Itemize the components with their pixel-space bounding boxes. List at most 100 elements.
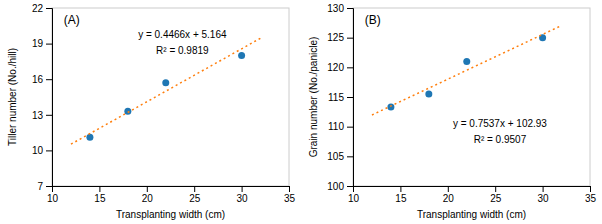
tick-mark xyxy=(347,8,353,9)
axis-line xyxy=(53,187,290,193)
tick: 130 xyxy=(327,3,353,14)
tick: 100 xyxy=(327,181,353,192)
tick-mark xyxy=(46,150,52,151)
tick: 20 xyxy=(443,186,455,204)
tick: 20 xyxy=(142,186,154,204)
tick-mark xyxy=(46,115,52,116)
point xyxy=(162,79,169,86)
equation: R² = 0.9819 xyxy=(156,45,209,56)
point xyxy=(425,91,432,98)
figure: 10 15 20 25 30 35 7 10 13 16 19 22 Transplanting wid… xyxy=(0,0,602,224)
tick-mark xyxy=(590,186,591,192)
tick-label: 7 xyxy=(37,181,43,192)
tick: 115 xyxy=(328,92,353,103)
tick: 25 xyxy=(490,186,502,204)
tick-mark xyxy=(99,186,100,192)
tick: 30 xyxy=(237,186,249,204)
tick: 30 xyxy=(538,186,550,204)
tick-label: 20 xyxy=(142,193,154,204)
tick: 110 xyxy=(328,121,353,132)
y-axis: 7 10 13 16 19 22 xyxy=(32,3,53,192)
panel-label: (B) xyxy=(365,13,381,27)
tick-mark xyxy=(194,186,195,192)
tick-label: 130 xyxy=(327,3,344,14)
equation: R² = 0.9507 xyxy=(474,134,527,145)
tick-mark xyxy=(347,127,353,128)
tick-label: 10 xyxy=(47,193,59,204)
equation: y = 0.7537x + 102.93 xyxy=(453,118,547,129)
tick-label: 25 xyxy=(490,193,502,204)
tick: 15 xyxy=(94,186,106,204)
point xyxy=(463,58,470,65)
tick-label: 120 xyxy=(327,62,344,73)
tick-label: 13 xyxy=(32,110,44,121)
y-axis-title: Grain number (No./panicle) xyxy=(308,37,319,158)
tick-mark xyxy=(242,186,243,192)
tick: 120 xyxy=(327,62,353,73)
tick-label: 115 xyxy=(328,92,344,103)
x-axis: 10 15 20 25 30 35 xyxy=(348,186,597,204)
tick-label: 105 xyxy=(327,151,344,162)
tick-label: 100 xyxy=(327,181,344,192)
x-axis-title: Transplanting width (cm) xyxy=(116,209,225,220)
point xyxy=(387,104,394,111)
point xyxy=(238,52,245,59)
tick: 16 xyxy=(32,74,52,85)
marks xyxy=(71,38,261,144)
x-axis: 101520253035 xyxy=(47,186,296,204)
tick: 10 xyxy=(47,186,59,204)
tick-mark xyxy=(46,79,52,80)
tick: 105 xyxy=(327,151,353,162)
tick-mark xyxy=(289,186,290,192)
plot-frame xyxy=(52,8,289,186)
tick-label: 25 xyxy=(189,193,201,204)
tick: 15 xyxy=(395,186,407,204)
tick-mark xyxy=(347,156,353,157)
tick-label: 10 xyxy=(348,193,360,204)
tick-label: 16 xyxy=(32,74,44,85)
tick-mark xyxy=(347,97,353,98)
tick-label: 125 xyxy=(327,32,344,43)
tick-mark xyxy=(347,186,353,187)
tick-label: 10 xyxy=(32,145,44,156)
plot-frame xyxy=(353,8,590,186)
equation: y = 0.4466x + 5.164 xyxy=(138,29,227,40)
tick-label: 20 xyxy=(443,193,455,204)
regression-line xyxy=(372,26,562,115)
tick-label: 19 xyxy=(32,38,44,49)
axis-line xyxy=(46,9,53,187)
x-axis-title: Transplanting width (cm) xyxy=(417,209,526,220)
tick: 22 xyxy=(32,3,52,14)
tick: 19 xyxy=(32,38,52,49)
tick-mark xyxy=(46,44,52,45)
tick-mark xyxy=(347,38,353,39)
tick: 10 xyxy=(32,145,52,156)
tick-label: 15 xyxy=(395,193,407,204)
point xyxy=(124,108,131,115)
tick: 35 xyxy=(585,186,597,204)
marks xyxy=(372,26,562,115)
axis-line xyxy=(347,9,354,187)
tick-mark xyxy=(46,186,52,187)
panel: 10 15 20 25 30 35 100 105 110 115 120 125 130 Transpl… xyxy=(308,3,596,220)
tick-label: 22 xyxy=(32,3,44,14)
panel-label: (A) xyxy=(64,13,80,27)
tick-label: 35 xyxy=(585,193,597,204)
tick-label: 110 xyxy=(328,121,344,132)
tick-label: 15 xyxy=(94,193,106,204)
tick-mark xyxy=(400,186,401,192)
tick-mark xyxy=(347,67,353,68)
tick: 7 xyxy=(37,181,52,192)
tick-label: 30 xyxy=(538,193,550,204)
axis-line xyxy=(354,187,591,193)
tick-mark xyxy=(147,186,148,192)
y-axis: 100 105 110 115 120 125 130 xyxy=(327,3,353,192)
regression-line xyxy=(71,38,261,144)
tick-mark xyxy=(46,8,52,9)
tick: 125 xyxy=(327,32,353,43)
tick-mark xyxy=(543,186,544,192)
tick: 10 xyxy=(348,186,360,204)
panel: 10152025303571013161922Transplanting wid… xyxy=(7,3,295,220)
y-axis-title: Tiller number (No./hill) xyxy=(7,48,18,146)
tick: 25 xyxy=(189,186,201,204)
